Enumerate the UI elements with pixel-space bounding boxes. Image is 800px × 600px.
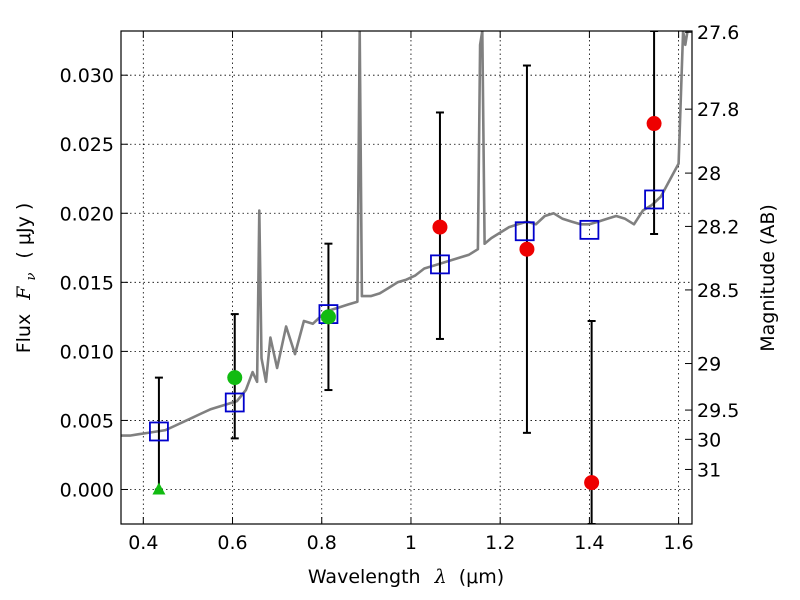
data-point-circle [432,219,448,235]
spectrum-line [121,31,692,437]
y-axis-title-text: Flux [13,314,35,354]
model-photometry-square [430,254,450,275]
y2-tick-label: 27.6 [697,22,739,44]
x-axis-title: Wavelength λ (μm) [308,566,504,588]
x-tick-label: 0.8 [307,532,337,554]
x-tick-label: 1.4 [574,532,604,554]
data-point-circle [227,370,243,386]
marker-layer [149,116,664,495]
y2-tick-label: 30 [697,429,721,451]
y2-tick-label: 28 [697,163,721,185]
model-photometry-square [514,221,535,242]
x-tick-label: 1.6 [664,532,694,554]
x-axis-title-math: λ [434,566,447,588]
model-photometry-square [579,219,600,240]
tick-layer: 0.4 0.6 0.8 1 1.2 1.4 1.6 0.000 0.005 0.010 0.015 0… [60,22,740,554]
y-tick-label: 0.015 [60,272,114,294]
y-tick-label: 0.025 [60,134,114,156]
model-photometry-square [149,421,169,442]
y2-tick-label: 29.5 [697,400,739,422]
x-tick-label: 1.2 [485,532,515,554]
error-bar-layer [154,31,659,524]
model-photometry-square [644,189,664,210]
y-axis-title: Flux F ν ( μJy ) [13,203,40,354]
y-tick-label: 0.030 [60,65,114,87]
x-axis-title-unit: (μm) [459,566,504,588]
y2-tick-label: 29 [697,354,721,376]
y-tick-label: 0.005 [60,410,114,432]
x-tick-label: 0.6 [217,532,247,554]
y-tick-label: 0.010 [60,341,114,363]
y-axis-title-sub: ν [24,273,39,281]
data-point-circle [519,241,535,257]
plot-frame [120,30,693,525]
y-tick-label: 0.020 [60,203,114,225]
data-point-circle [646,116,662,132]
spectrum-layer [121,31,692,437]
grid-lines [121,31,692,524]
data-point-circle [584,475,600,491]
y-tick-label: 0.000 [60,479,114,501]
x-axis-title-text: Wavelength [308,566,421,588]
y2-tick-label: 27.8 [697,99,739,121]
x-tick-label: 1 [405,532,417,554]
data-point-circle [320,309,336,325]
y2-axis-title: Magnitude (AB) [757,204,779,352]
y2-tick-label: 31 [697,459,721,481]
y2-tick-label: 28.5 [697,280,739,302]
y-axis-title-math: F [13,286,35,301]
y2-tick-label: 28.2 [697,216,739,238]
model-photometry-square [224,392,245,413]
upper-limit-triangle [152,482,166,495]
x-tick-label: 0.4 [128,532,158,554]
y-axis-title-unit: ( μJy ) [13,203,35,259]
